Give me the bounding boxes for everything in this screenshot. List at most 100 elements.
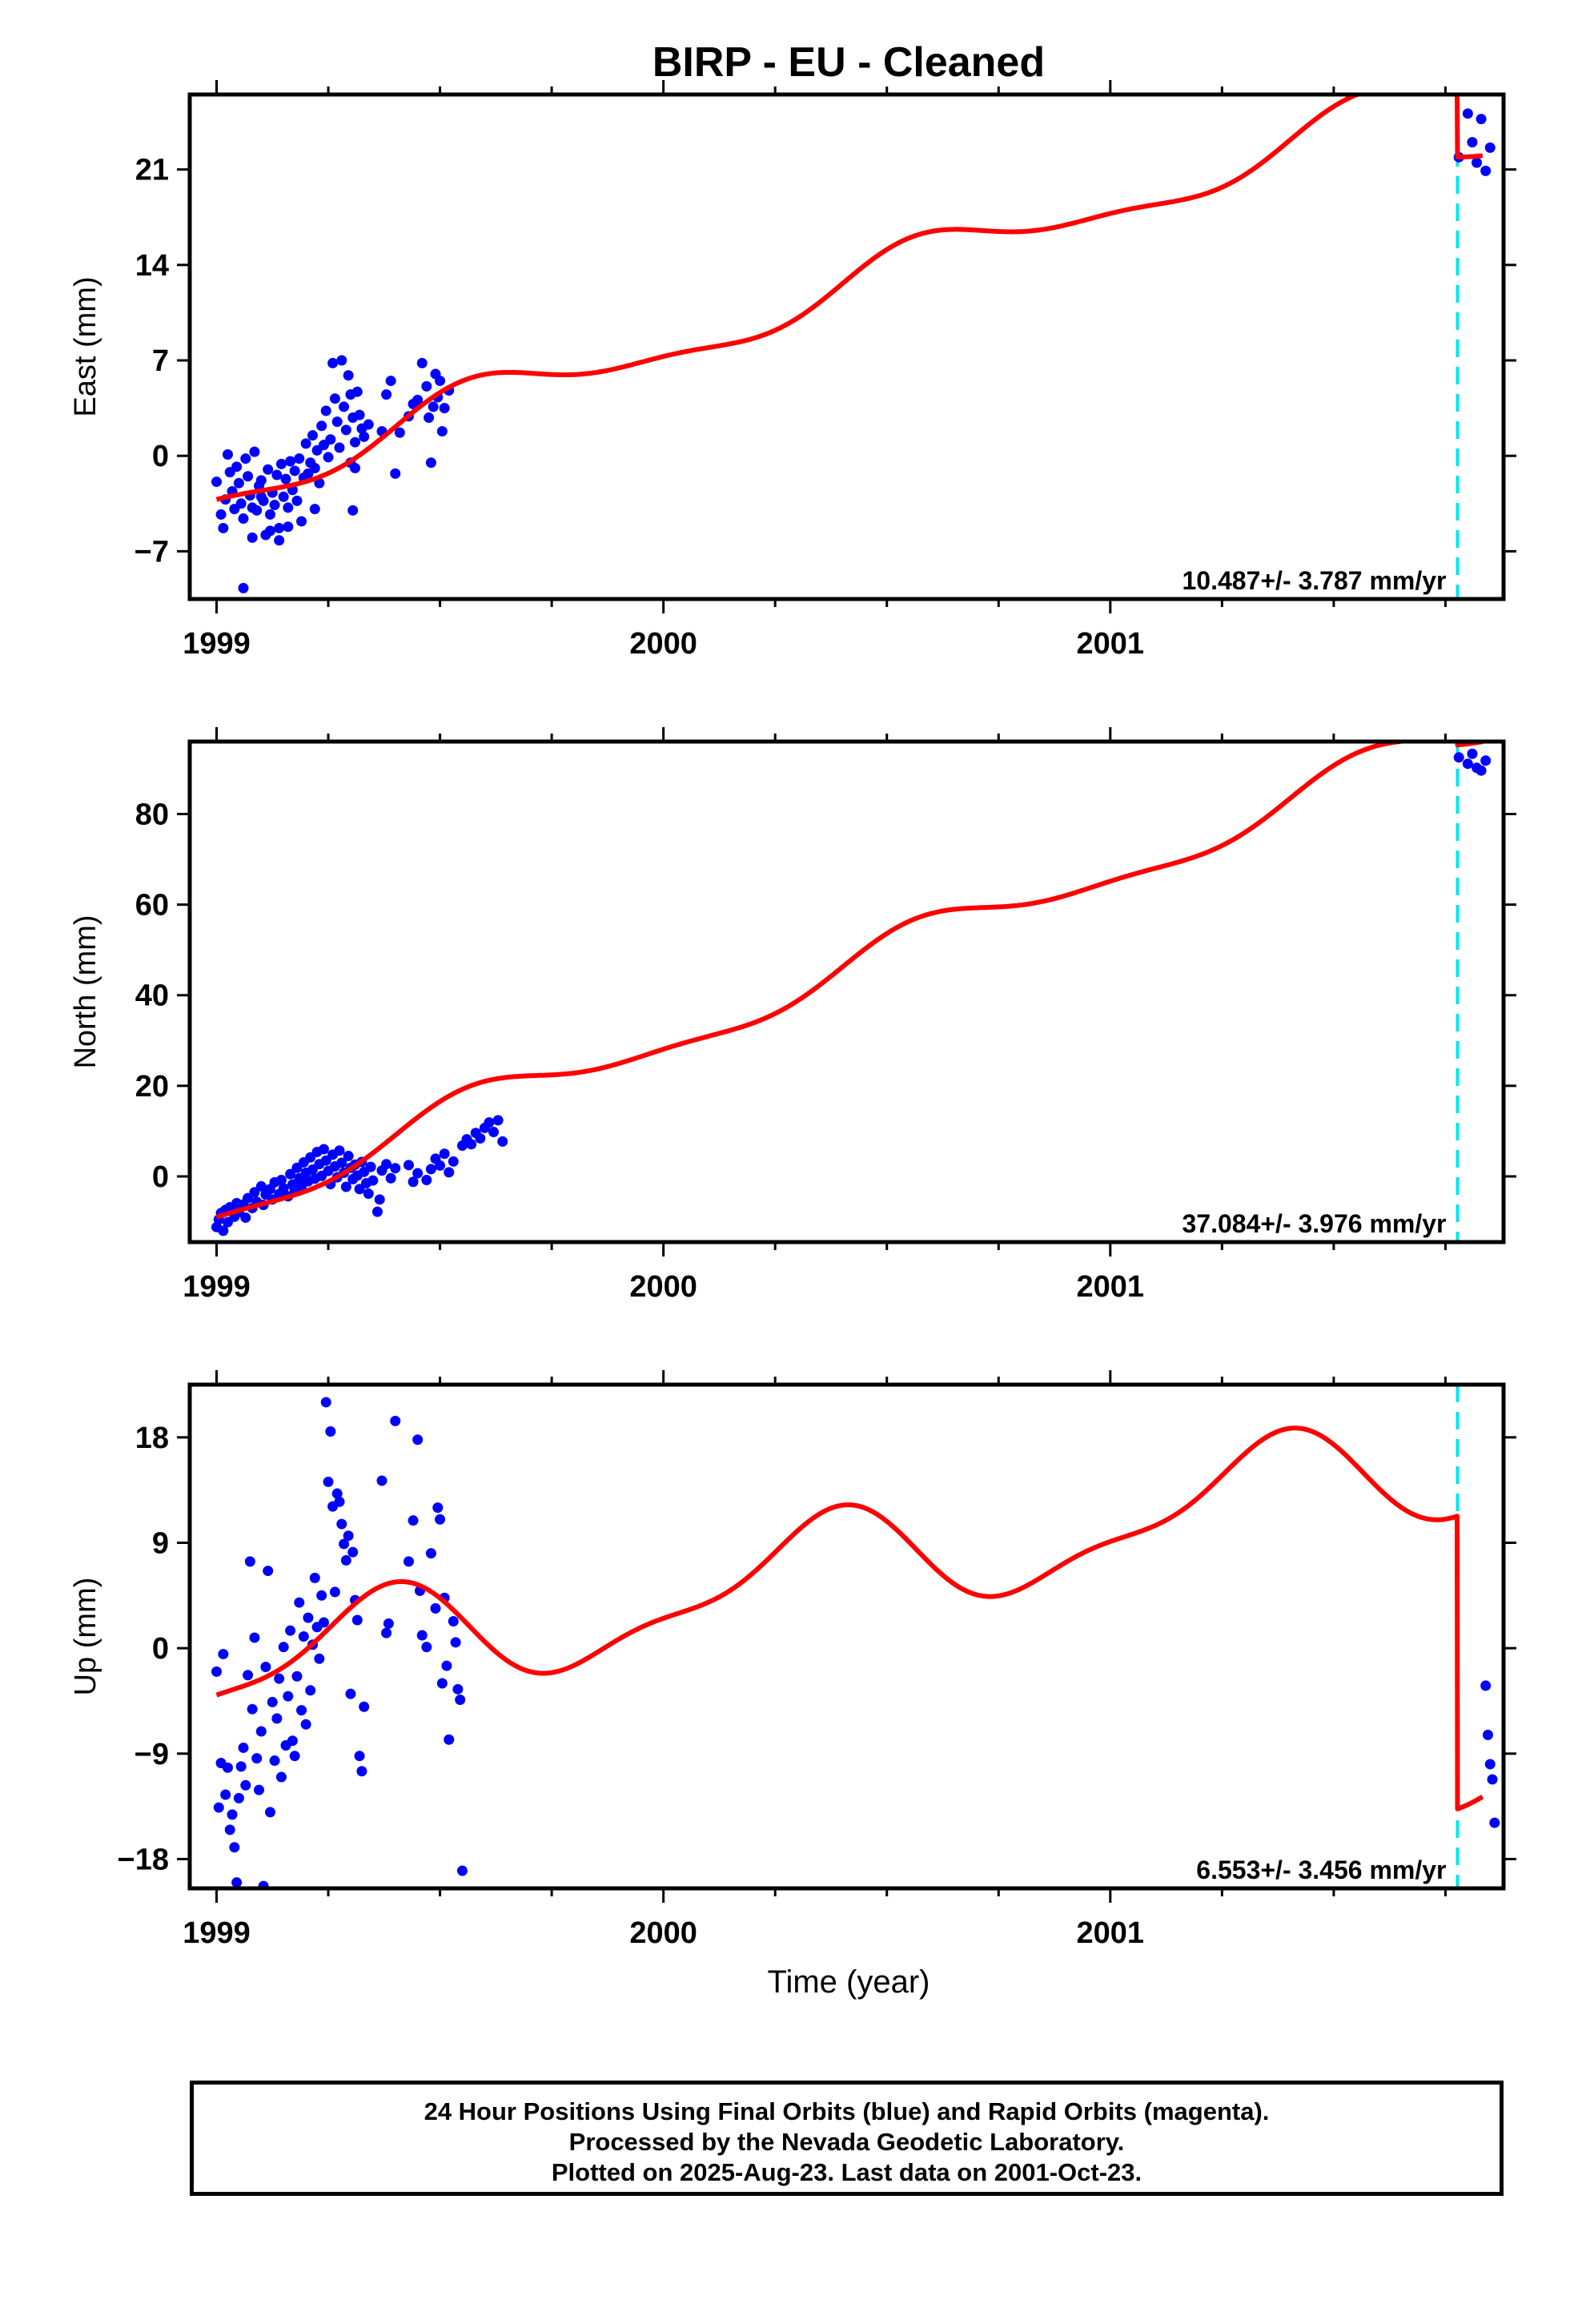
up-data-point (278, 1642, 289, 1653)
up-data-point (339, 1538, 350, 1550)
up-data-point (287, 1735, 298, 1747)
north-data-point (343, 1151, 354, 1162)
footer-box: 24 Hour Positions Using Final Orbits (bl… (190, 2081, 1504, 2196)
east-data-point (243, 471, 254, 482)
up-data-point (255, 1726, 267, 1737)
east-data-point (385, 376, 396, 387)
east-data-point (354, 409, 365, 420)
north-ytick-label: 60 (135, 889, 169, 923)
up-data-point (383, 1618, 394, 1629)
north-data-point (484, 1117, 495, 1128)
east-data-point (336, 355, 347, 366)
east-data-point (211, 476, 222, 488)
north-rate-label: 37.084+/- 3.976 mm/yr (1182, 1209, 1446, 1238)
up-data-point (456, 1865, 468, 1876)
east-data-point (316, 420, 327, 432)
up-data-point (291, 1671, 303, 1682)
north-ytick-label: 0 (152, 1160, 169, 1194)
up-data-point (448, 1615, 459, 1626)
up-data-point (430, 1602, 441, 1614)
north-data-point (354, 1184, 365, 1195)
north-y-axis-label: North (mm) (69, 915, 102, 1068)
east-ytick-label: −7 (135, 535, 169, 569)
up-data-point (309, 1572, 320, 1583)
north-data-point (492, 1115, 504, 1126)
east-panel: −7 0 7 14 21 1999 2000 2001 East (mm) 10.487+/- 3… (69, 80, 1516, 661)
up-plot-frame (187, 1382, 1506, 1891)
up-data-point (345, 1688, 356, 1699)
up-data-point (354, 1751, 365, 1762)
north-ytick-label: 80 (135, 798, 169, 831)
east-data-point (309, 504, 320, 515)
east-data-point (255, 491, 267, 502)
up-data-point (320, 1397, 331, 1408)
east-data-point (235, 498, 247, 509)
up-ytick-label: −18 (118, 1843, 169, 1876)
up-ytick-label: −9 (135, 1738, 169, 1771)
north-xtick-label: 2000 (629, 1270, 697, 1304)
north-ytick-label: 20 (135, 1070, 169, 1104)
up-data-point (285, 1625, 296, 1636)
up-data-point (235, 1761, 247, 1772)
east-ytick-label: 7 (152, 344, 169, 378)
up-data-point (404, 1556, 414, 1567)
up-data-point (218, 1648, 229, 1659)
up-data-point (323, 1476, 334, 1487)
east-data-point (340, 424, 351, 436)
north-panel: 0 20 40 60 80 1999 2000 2001 North (mm) 37.084+/-… (69, 727, 1516, 1304)
east-data-point (359, 431, 370, 442)
north-data-point (371, 1206, 383, 1217)
north-data-point (390, 1163, 401, 1174)
up-data-point (455, 1694, 466, 1705)
east-data-point (215, 509, 227, 520)
north-data-point (367, 1175, 379, 1186)
up-data-point (213, 1802, 224, 1813)
up-data-point (334, 1496, 345, 1507)
up-data-point (220, 1789, 231, 1800)
east-data-point (347, 505, 359, 516)
up-data-point (289, 1751, 300, 1762)
up-data-point (331, 1488, 343, 1499)
north-data-point (488, 1127, 500, 1138)
north-data-point (421, 1175, 432, 1186)
north-data-point (255, 1180, 267, 1192)
up-data-point (325, 1426, 336, 1437)
up-xtick-label: 2001 (1077, 1916, 1145, 1950)
up-model-line (215, 1425, 1484, 1811)
east-xtick-label: 2000 (629, 627, 697, 661)
up-data-point (381, 1627, 392, 1638)
north-data-point (475, 1132, 486, 1144)
up-data-point (249, 1632, 260, 1643)
up-data-point (452, 1683, 464, 1695)
north-data-point (381, 1159, 392, 1170)
footer-line-3: Plotted on 2025-Aug-23. Last data on 200… (551, 2158, 1142, 2186)
up-data-point (294, 1597, 305, 1608)
up-data-point (351, 1614, 363, 1626)
up-data-point (441, 1660, 452, 1671)
up-data-point (300, 1719, 311, 1730)
up-data-point (229, 1842, 240, 1853)
north-data-point (412, 1168, 424, 1179)
up-data-point (251, 1753, 263, 1764)
north-xtick-label: 1999 (183, 1270, 251, 1304)
north-data-point (439, 1148, 450, 1160)
north-data-point (1480, 755, 1492, 766)
up-data-point (343, 1530, 354, 1542)
up-panel: −18 −9 0 9 18 1999 2000 2001 Up (mm) 6.553+/- 3.4… (69, 1370, 1516, 1950)
north-data-point (240, 1212, 251, 1223)
up-ytick-label: 0 (152, 1632, 169, 1666)
north-data-point (249, 1187, 260, 1198)
east-data-point (329, 393, 340, 404)
up-data-point (376, 1475, 387, 1486)
north-data-point (448, 1156, 459, 1167)
north-data-point (218, 1225, 229, 1236)
north-data-point (320, 1155, 331, 1166)
up-data-point (260, 1662, 271, 1673)
east-data-point (350, 436, 361, 448)
up-data-point (450, 1637, 461, 1648)
east-data-point (231, 461, 243, 472)
up-data-point (247, 1703, 258, 1715)
east-data-point (421, 380, 432, 392)
up-data-point (314, 1653, 325, 1664)
up-data-point (254, 1784, 265, 1795)
